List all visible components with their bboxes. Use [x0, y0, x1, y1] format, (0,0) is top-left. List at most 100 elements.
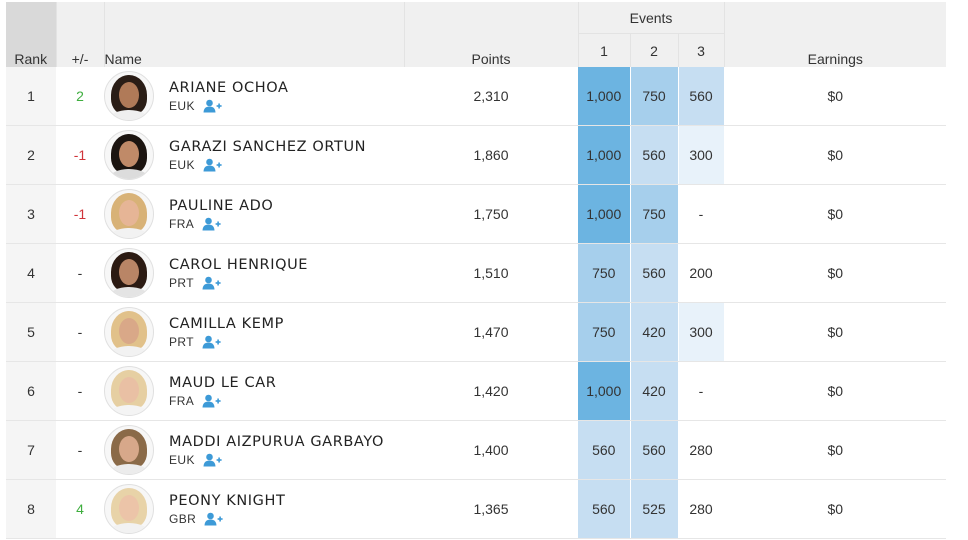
- add-user-icon[interactable]: [203, 158, 222, 172]
- earnings-cell: $0: [724, 361, 947, 421]
- athlete-name-link[interactable]: CAMILLA KEMP: [169, 316, 284, 332]
- event-3-score: 280: [678, 420, 725, 480]
- table-row: 6 - MAUD LE CAR FRA: [6, 361, 947, 421]
- add-user-icon[interactable]: [203, 99, 222, 113]
- name-column-header[interactable]: Name: [104, 2, 405, 67]
- rank-change: -1: [56, 125, 104, 185]
- table-row: 7 - MADDI AIZPURUA GARBAYO EUK: [6, 420, 947, 480]
- add-user-icon[interactable]: [202, 217, 221, 231]
- earnings-cell: $0: [724, 184, 947, 244]
- avatar-face: [119, 318, 139, 344]
- rank-cell: 4: [6, 243, 56, 303]
- points-cell: 1,470: [404, 302, 578, 362]
- points-cell: 1,860: [404, 125, 578, 185]
- points-cell: 1,510: [404, 243, 578, 303]
- add-user-icon[interactable]: [203, 453, 222, 467]
- athlete-cell: PAULINE ADO FRA: [104, 184, 404, 244]
- add-user-icon[interactable]: [202, 335, 221, 349]
- athlete-country: EUK: [169, 158, 195, 172]
- athlete-country: PRT: [169, 335, 194, 349]
- avatar-face: [119, 200, 139, 226]
- athlete-name-link[interactable]: MAUD LE CAR: [169, 375, 277, 391]
- change-column-header[interactable]: +/-: [56, 2, 105, 67]
- event-2-header[interactable]: 2: [630, 33, 679, 67]
- add-user-icon[interactable]: [204, 512, 223, 526]
- event-2-score: 420: [630, 361, 679, 421]
- avatar-face: [119, 259, 139, 285]
- points-cell: 1,420: [404, 361, 578, 421]
- points-column-header[interactable]: Points: [404, 2, 579, 67]
- event-2-score: 560: [630, 420, 679, 480]
- avatar[interactable]: [104, 484, 154, 534]
- athlete-cell: CAROL HENRIQUE PRT: [104, 243, 404, 303]
- avatar[interactable]: [104, 307, 154, 357]
- earnings-cell: $0: [724, 302, 947, 362]
- athlete-name-link[interactable]: ARIANE OCHOA: [169, 80, 289, 96]
- earnings-cell: $0: [724, 67, 947, 126]
- event-1-score: 750: [578, 243, 631, 303]
- avatar-body: [109, 169, 149, 179]
- avatar[interactable]: [104, 130, 154, 180]
- avatar-body: [109, 110, 149, 120]
- athlete-country: EUK: [169, 99, 195, 113]
- events-column-header: Events: [578, 2, 725, 34]
- points-cell: 1,365: [404, 479, 578, 539]
- athlete-country: EUK: [169, 453, 195, 467]
- athlete-name-link[interactable]: PEONY KNIGHT: [169, 493, 286, 509]
- table-row: 2 -1 GARAZI SANCHEZ ORTUN EUK: [6, 125, 947, 185]
- event-1-score: 1,000: [578, 361, 631, 421]
- event-1-score: 1,000: [578, 67, 631, 126]
- event-3-header[interactable]: 3: [678, 33, 725, 67]
- event-2-score: 525: [630, 479, 679, 539]
- rankings-table: Rank +/- Name Points Events Earnings 1 2…: [6, 2, 947, 539]
- rank-change: -: [56, 302, 104, 362]
- athlete-country: PRT: [169, 276, 194, 290]
- table-body: 1 2 ARIANE OCHOA EUK: [6, 67, 947, 539]
- athlete-cell: CAMILLA KEMP PRT: [104, 302, 404, 362]
- athlete-name-link[interactable]: MADDI AIZPURUA GARBAYO: [169, 434, 384, 450]
- avatar-face: [119, 377, 139, 403]
- rank-column-header[interactable]: Rank: [6, 2, 57, 67]
- avatar[interactable]: [104, 366, 154, 416]
- event-2-score: 560: [630, 243, 679, 303]
- rank-change: -: [56, 243, 104, 303]
- rank-cell: 5: [6, 302, 56, 362]
- avatar-body: [109, 464, 149, 474]
- earnings-cell: $0: [724, 125, 947, 185]
- avatar[interactable]: [104, 189, 154, 239]
- athlete-name-link[interactable]: PAULINE ADO: [169, 198, 274, 214]
- avatar[interactable]: [104, 248, 154, 298]
- rank-change: -: [56, 420, 104, 480]
- avatar[interactable]: [104, 425, 154, 475]
- athlete-name-link[interactable]: CAROL HENRIQUE: [169, 257, 309, 273]
- event-1-score: 1,000: [578, 184, 631, 244]
- event-3-score: -: [678, 361, 725, 421]
- athlete-country: FRA: [169, 394, 195, 408]
- event-3-score: 300: [678, 302, 725, 362]
- event-2-score: 750: [630, 67, 679, 126]
- table-row: 4 - CAROL HENRIQUE PRT: [6, 243, 947, 303]
- event-1-score: 1,000: [578, 125, 631, 185]
- table-row: 5 - CAMILLA KEMP PRT: [6, 302, 947, 362]
- avatar-body: [109, 228, 149, 238]
- athlete-name-link[interactable]: GARAZI SANCHEZ ORTUN: [169, 139, 367, 155]
- earnings-column-header[interactable]: Earnings: [724, 2, 947, 67]
- avatar-body: [109, 287, 149, 297]
- rank-cell: 1: [6, 67, 56, 126]
- table-row: 3 -1 PAULINE ADO FRA: [6, 184, 947, 244]
- avatar-face: [119, 141, 139, 167]
- rank-cell: 2: [6, 125, 56, 185]
- avatar-body: [109, 346, 149, 356]
- avatar[interactable]: [104, 71, 154, 121]
- event-3-score: 560: [678, 67, 725, 126]
- event-3-score: 280: [678, 479, 725, 539]
- event-2-score: 560: [630, 125, 679, 185]
- add-user-icon[interactable]: [202, 394, 221, 408]
- event-3-score: 200: [678, 243, 725, 303]
- event-1-score: 560: [578, 479, 631, 539]
- athlete-cell: MADDI AIZPURUA GARBAYO EUK: [104, 420, 404, 480]
- add-user-icon[interactable]: [202, 276, 221, 290]
- event-1-header[interactable]: 1: [578, 33, 631, 67]
- athlete-country: FRA: [169, 217, 195, 231]
